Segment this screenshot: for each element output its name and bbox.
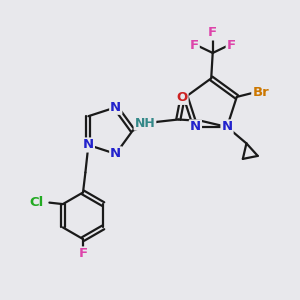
Text: N: N [83, 139, 94, 152]
Text: N: N [110, 101, 121, 114]
Text: NH: NH [135, 117, 155, 130]
Text: Cl: Cl [30, 196, 44, 209]
Text: Br: Br [252, 86, 269, 99]
Text: N: N [221, 121, 233, 134]
Text: F: F [190, 39, 199, 52]
Text: O: O [176, 91, 188, 104]
Text: F: F [78, 248, 88, 260]
Text: N: N [110, 147, 121, 161]
Text: F: F [208, 26, 217, 39]
Text: F: F [227, 39, 236, 52]
Text: N: N [190, 121, 201, 134]
